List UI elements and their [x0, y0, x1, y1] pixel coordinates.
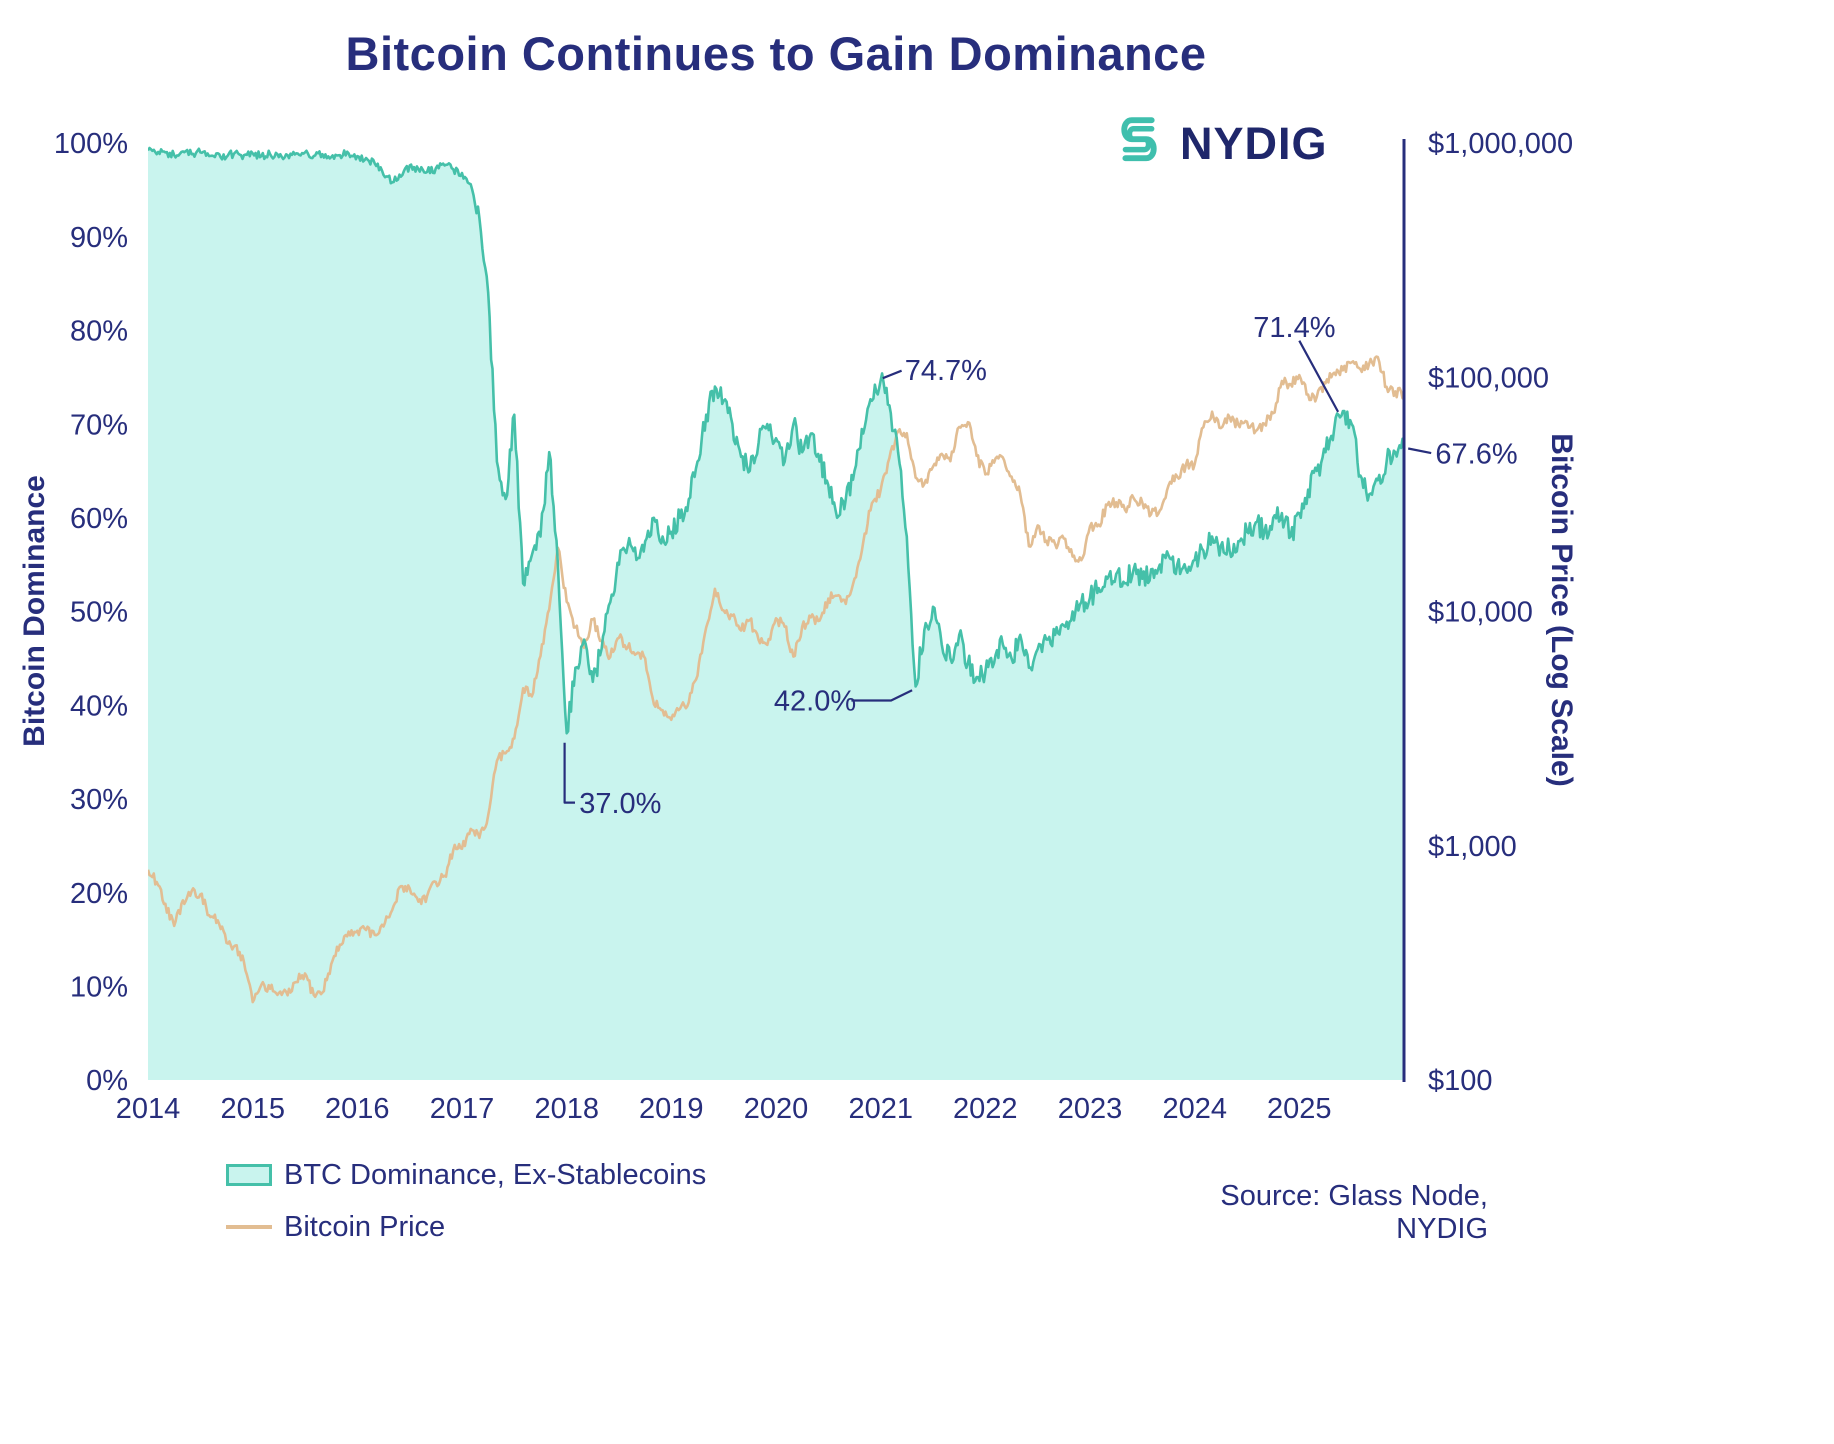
left-tick-label: 50% — [70, 597, 128, 629]
x-tick-label: 2020 — [744, 1093, 809, 1125]
price-line — [148, 355, 1404, 1004]
left-tick-label: 90% — [70, 222, 128, 254]
left-tick-label: 60% — [70, 503, 128, 535]
nydig-logo: NYDIG — [1110, 112, 1328, 175]
left-tick-label: 40% — [70, 690, 128, 722]
annotation-leader — [1298, 340, 1340, 413]
annotation-label: 74.7% — [905, 355, 987, 387]
right-tick-label: $100,000 — [1428, 362, 1549, 394]
x-tick-label: 2018 — [534, 1093, 599, 1125]
dominance-legend-label: BTC Dominance, Ex-Stablecoins — [284, 1158, 707, 1191]
annotation-leader — [1407, 447, 1432, 455]
chart-main-title: Bitcoin Continues to Gain Dominance — [345, 27, 1207, 80]
legend: BTC Dominance, Ex-Stablecoins Bitcoin Pr… — [226, 1158, 706, 1262]
right-tick-label: $1,000,000 — [1428, 128, 1573, 160]
x-tick-label: 2014 — [116, 1093, 181, 1125]
x-tick-label: 2021 — [848, 1093, 913, 1125]
x-tick-label: 2019 — [639, 1093, 704, 1125]
annotation-label: 42.0% — [774, 686, 856, 718]
right-tick-label: $1,000 — [1428, 831, 1517, 863]
annotation-label: 37.0% — [579, 788, 661, 820]
dominance-area-swatch — [226, 1164, 272, 1186]
annotation-leader — [851, 689, 913, 702]
left-tick-label: 0% — [86, 1065, 128, 1097]
left-tick-label: 10% — [70, 971, 128, 1003]
price-legend-label: Bitcoin Price — [284, 1210, 446, 1243]
legend-item-dominance: BTC Dominance, Ex-Stablecoins — [226, 1158, 706, 1192]
right-tick-label: $100 — [1428, 1065, 1493, 1097]
x-tick-label: 2015 — [220, 1093, 285, 1125]
nydig-logo-icon — [1110, 112, 1168, 175]
annotation-leader — [563, 742, 575, 804]
annotation-leader — [882, 369, 903, 380]
annotation-label: 71.4% — [1253, 312, 1335, 344]
x-tick-label: 2024 — [1162, 1093, 1227, 1125]
x-tick-label: 2023 — [1058, 1093, 1123, 1125]
x-tick-label: 2025 — [1267, 1093, 1332, 1125]
x-tick-label: 2016 — [325, 1093, 390, 1125]
left-tick-label: 100% — [54, 128, 128, 160]
left-tick-label: 20% — [70, 878, 128, 910]
x-tick-label: 2017 — [430, 1093, 495, 1125]
nydig-logo-text: NYDIG — [1180, 117, 1328, 169]
right-tick-label: $10,000 — [1428, 597, 1533, 629]
left-tick-label: 80% — [70, 316, 128, 348]
dominance-area — [148, 148, 1404, 1080]
left-tick-label: 30% — [70, 784, 128, 816]
legend-item-price: Bitcoin Price — [226, 1210, 706, 1244]
right-axis-title: Bitcoin Price (Log Scale) — [1545, 433, 1578, 786]
source-note: Source: Glass Node, NYDIG — [1220, 1180, 1488, 1245]
left-axis-title: Bitcoin Dominance — [18, 475, 51, 747]
annotation-label: 67.6% — [1435, 438, 1517, 470]
x-tick-label: 2022 — [953, 1093, 1018, 1125]
price-line-swatch — [226, 1225, 272, 1229]
left-tick-label: 70% — [70, 409, 128, 441]
dominance-line — [148, 146, 1404, 735]
